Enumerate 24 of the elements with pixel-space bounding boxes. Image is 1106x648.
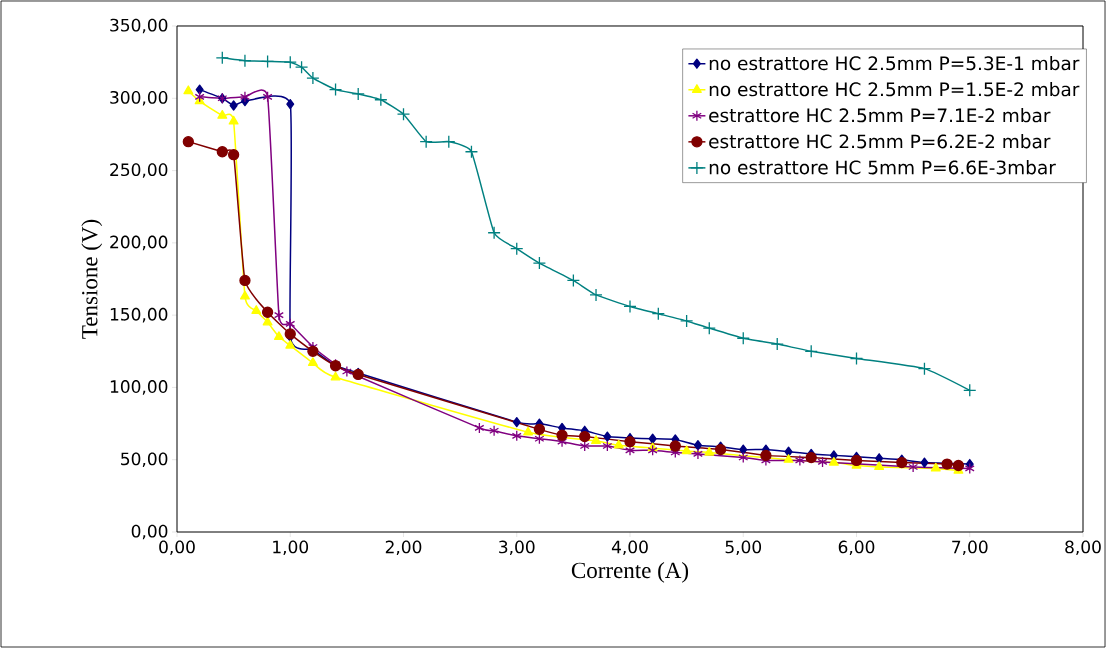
y-axis-title: Tensione (V) <box>81 219 103 339</box>
legend-label: estrattore HC 2.5mm P=6.2E-2 mbar <box>709 134 1051 149</box>
y-tick-label: 200,00 <box>110 235 168 251</box>
x-tick-label: 7,00 <box>952 540 988 556</box>
x-tick-label: 0,00 <box>159 540 195 556</box>
x-tick-label: 6,00 <box>838 540 875 556</box>
y-tick-label: 300,00 <box>110 90 168 106</box>
x-tick-label: 8,00 <box>1065 540 1101 556</box>
x-tick-label: 1,00 <box>273 540 309 556</box>
legend-label: estrattore HC 2.5mm P=7.1E-2 mbar <box>709 108 1051 123</box>
y-tick-label: 0,00 <box>131 524 168 540</box>
x-tick-label: 3,00 <box>499 540 535 556</box>
y-tick-label: 350,00 <box>110 18 168 34</box>
legend-label: no estrattore HC 2.5mm P=1.5E-2 mbar <box>709 81 1080 97</box>
x-tick-label: 2,00 <box>385 540 422 556</box>
x-axis-title: Corrente (A) <box>571 561 689 583</box>
y-tick-label: 100,00 <box>110 380 168 395</box>
y-tick-label: 250,00 <box>110 163 168 178</box>
x-tick-label: 5,00 <box>725 540 762 556</box>
x-tick-label: 4,00 <box>611 540 648 556</box>
legend-label: no estrattore HC 2.5mm P=5.3E-1 mbar <box>709 55 1080 71</box>
legend-label: no estrattore HC 5mm P=6.6E-3mbar <box>709 160 1056 175</box>
y-tick-label: 150,00 <box>110 307 168 323</box>
y-tick-label: 50,00 <box>121 452 168 467</box>
